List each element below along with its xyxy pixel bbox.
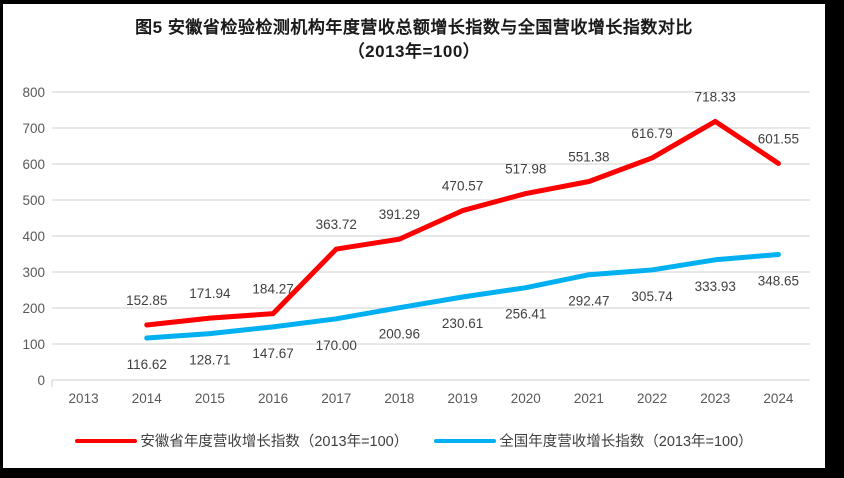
data-label: 718.33 [695, 89, 736, 104]
x-tick-label: 2016 [258, 391, 288, 406]
data-label: 616.79 [631, 126, 672, 141]
anhui-series-line [144, 118, 781, 328]
data-label: 184.27 [252, 282, 293, 297]
chart-title: 图5 安徽省检验检测机构年度营收总额增长指数与全国营收增长指数对比 （2013年… [3, 16, 825, 64]
x-tick-label: 2019 [448, 391, 478, 406]
anhui-series-swatch [75, 438, 138, 443]
x-tick-label: 2017 [321, 391, 351, 406]
data-label: 305.74 [631, 289, 673, 304]
x-tick-label: 2018 [384, 391, 414, 406]
national-series-swatch [434, 438, 497, 443]
data-label: 152.85 [126, 293, 167, 308]
data-label: 601.55 [758, 131, 799, 146]
x-tick-label: 2013 [69, 391, 99, 406]
x-tick-label: 2020 [511, 391, 541, 406]
x-tick-label: 2021 [574, 391, 604, 406]
data-label: 517.98 [505, 162, 546, 177]
x-tick-label: 2015 [195, 391, 225, 406]
data-label: 171.94 [189, 286, 231, 301]
chart-legend: 安徽省年度营收增长指数（2013年=100） 全国年度营收增长指数（2013年=… [3, 430, 825, 451]
y-tick-label: 200 [22, 301, 45, 316]
data-label: 391.29 [379, 207, 420, 222]
legend-item-anhui: 安徽省年度营收增长指数（2013年=100） [75, 430, 408, 451]
data-label: 470.57 [442, 179, 483, 194]
y-tick-label: 800 [22, 85, 45, 100]
y-tick-label: 0 [37, 373, 45, 388]
y-tick-label: 700 [22, 121, 45, 136]
legend-item-national: 全国年度营收增长指数（2013年=100） [434, 430, 753, 451]
y-tick-label: 600 [22, 157, 45, 172]
data-label: 116.62 [127, 357, 167, 372]
y-tick-label: 500 [22, 193, 45, 208]
data-label: 128.71 [189, 353, 230, 368]
y-tick-label: 400 [22, 229, 45, 244]
data-label: 333.93 [695, 279, 736, 294]
chart-figure: 图5 安徽省检验检测机构年度营收总额增长指数与全国营收增长指数对比 （2013年… [3, 4, 825, 468]
data-label: 292.47 [568, 294, 609, 309]
data-label: 170.00 [316, 338, 357, 353]
national-series-label: 全国年度营收增长指数（2013年=100） [499, 434, 753, 450]
data-label: 551.38 [568, 150, 609, 165]
data-label: 348.65 [758, 273, 799, 288]
national-series-line [144, 251, 781, 341]
data-label: 256.41 [505, 307, 546, 322]
data-label: 363.72 [316, 217, 357, 232]
x-tick-label: 2024 [763, 391, 794, 406]
data-label: 147.67 [252, 346, 293, 361]
data-label: 200.96 [379, 327, 420, 342]
y-tick-label: 300 [22, 265, 45, 280]
x-tick-label: 2023 [700, 391, 730, 406]
chart-title-line2: （2013年=100） [347, 42, 481, 61]
chart-title-line1: 图5 安徽省检验检测机构年度营收总额增长指数与全国营收增长指数对比 [135, 18, 693, 37]
x-tick-label: 2022 [637, 391, 667, 406]
data-label: 230.61 [442, 316, 483, 331]
y-tick-label: 100 [22, 337, 45, 352]
x-tick-label: 2014 [132, 391, 163, 406]
anhui-series-label: 安徽省年度营收增长指数（2013年=100） [140, 434, 409, 450]
